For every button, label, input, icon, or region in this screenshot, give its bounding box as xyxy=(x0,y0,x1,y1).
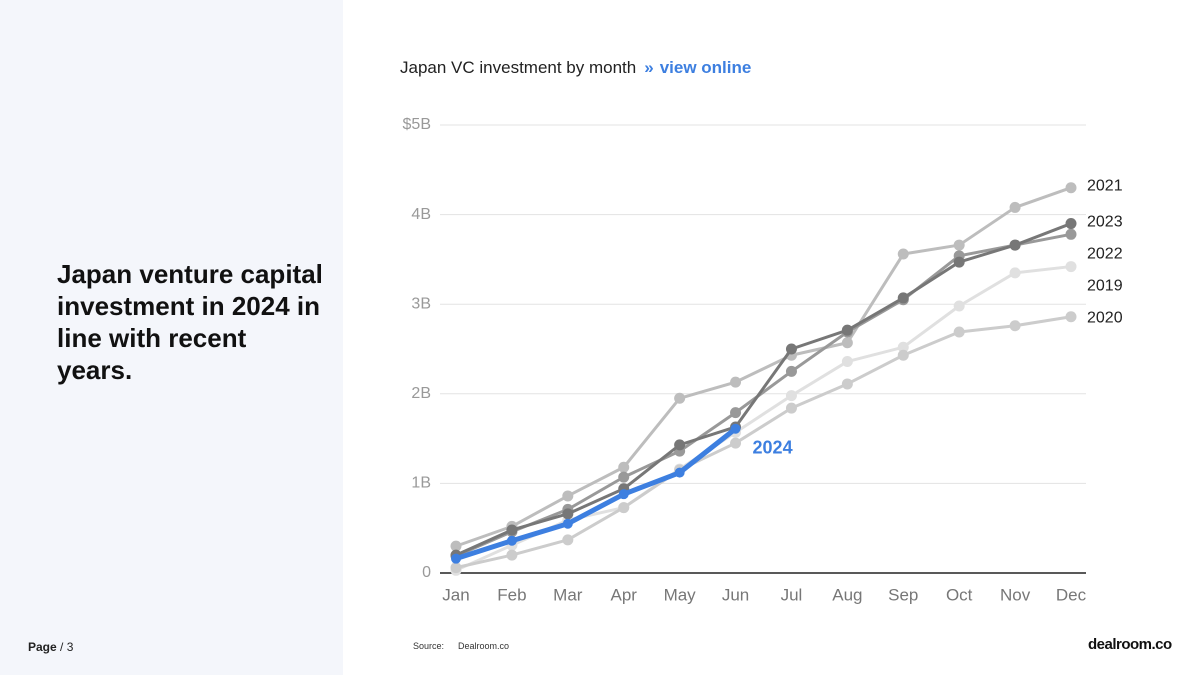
data-point xyxy=(506,524,518,536)
data-point xyxy=(841,356,853,368)
data-point xyxy=(730,376,742,388)
data-point xyxy=(1065,228,1077,240)
data-point xyxy=(562,518,573,529)
data-point xyxy=(785,402,797,414)
x-tick-label: Aug xyxy=(832,585,862,604)
data-point xyxy=(897,248,909,260)
page-count: / 3 xyxy=(60,640,74,654)
data-point xyxy=(953,300,965,312)
source: Source: Dealroom.co xyxy=(413,641,509,651)
data-point xyxy=(451,553,461,564)
x-tick-label: Oct xyxy=(946,585,973,604)
series-label: 2019 xyxy=(1087,277,1123,294)
series-label: 2023 xyxy=(1087,213,1123,230)
source-label: Source: xyxy=(413,641,445,651)
link-separator: » xyxy=(644,58,654,77)
data-point xyxy=(1065,182,1077,194)
series-label: 2021 xyxy=(1087,178,1123,195)
data-point xyxy=(1009,239,1021,251)
data-point xyxy=(1009,267,1021,279)
data-point xyxy=(562,490,574,502)
data-point xyxy=(730,423,741,434)
x-tick-label: Jul xyxy=(781,585,803,604)
data-point xyxy=(618,489,629,500)
source-value: Dealroom.co xyxy=(458,641,510,651)
series-line xyxy=(454,232,1073,558)
data-point xyxy=(618,461,630,473)
chart-title: Japan VC investment by month xyxy=(400,58,637,77)
x-tick-label: Jan xyxy=(442,585,469,604)
page-label: Page xyxy=(28,640,57,654)
data-point xyxy=(674,439,686,451)
x-tick-label: Jun xyxy=(722,585,749,604)
y-tick-label: 0 xyxy=(422,564,431,581)
data-point xyxy=(1065,218,1077,230)
x-tick-label: Dec xyxy=(1056,585,1087,604)
data-point xyxy=(897,349,909,361)
data-point xyxy=(1065,261,1077,273)
x-tick-label: Feb xyxy=(497,585,526,604)
data-point xyxy=(785,365,797,377)
data-point xyxy=(562,508,574,520)
data-point xyxy=(674,392,686,404)
data-point xyxy=(730,437,742,449)
x-tick-label: Apr xyxy=(610,585,637,604)
y-tick-label: 3B xyxy=(411,295,431,312)
page-number: Page / 3 xyxy=(28,640,73,654)
data-point xyxy=(450,562,462,574)
data-point xyxy=(953,256,965,268)
y-tick-label: 4B xyxy=(411,206,431,223)
data-point xyxy=(1009,320,1021,332)
data-point xyxy=(953,326,965,338)
data-point xyxy=(506,549,518,561)
x-tick-label: May xyxy=(664,585,697,604)
x-tick-label: Nov xyxy=(1000,585,1031,604)
data-point xyxy=(674,467,685,478)
y-tick-label: $5B xyxy=(403,116,431,133)
data-point xyxy=(618,471,630,483)
data-point xyxy=(618,502,630,514)
series-line xyxy=(453,426,739,562)
series-line xyxy=(454,222,1073,557)
series-label: 2020 xyxy=(1087,309,1123,326)
data-point xyxy=(841,337,853,349)
slide-title: Japan venture capital investment in 2024… xyxy=(57,259,323,385)
series-line xyxy=(454,186,1073,548)
view-online-link[interactable]: view online xyxy=(659,58,752,77)
x-tick-label: Sep xyxy=(888,585,918,604)
data-point xyxy=(841,378,853,390)
series-label: 2022 xyxy=(1087,245,1123,262)
data-point xyxy=(1009,201,1021,213)
data-point xyxy=(1065,311,1077,323)
data-point xyxy=(841,324,853,336)
data-point xyxy=(562,534,574,546)
series-line xyxy=(454,315,1073,570)
left-panel xyxy=(0,0,343,675)
logo: dealroom.co xyxy=(1088,636,1172,653)
chart-heading: Japan VC investment by month » view online xyxy=(400,58,751,78)
data-point xyxy=(785,343,797,355)
data-point xyxy=(953,239,965,251)
data-point xyxy=(785,390,797,402)
data-point xyxy=(450,540,462,552)
series-label: 2024 xyxy=(753,437,793,457)
data-point xyxy=(730,407,742,419)
data-point xyxy=(506,535,517,546)
series-line xyxy=(454,265,1073,572)
data-point xyxy=(897,341,909,353)
x-tick-label: Mar xyxy=(553,585,583,604)
data-point xyxy=(897,292,909,304)
y-tick-label: 2B xyxy=(411,385,431,402)
y-tick-label: 1B xyxy=(411,475,431,492)
